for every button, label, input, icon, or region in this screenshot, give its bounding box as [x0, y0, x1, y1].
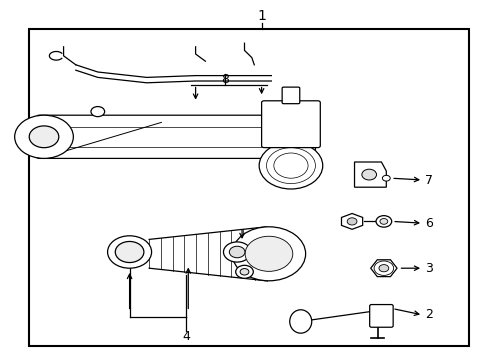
Text: 2: 2: [425, 309, 432, 321]
Circle shape: [382, 175, 389, 181]
Circle shape: [107, 236, 151, 268]
Circle shape: [378, 265, 388, 272]
FancyBboxPatch shape: [282, 87, 299, 104]
Circle shape: [361, 169, 376, 180]
Circle shape: [223, 242, 250, 262]
Circle shape: [259, 142, 322, 189]
Text: 3: 3: [425, 262, 432, 275]
Circle shape: [244, 236, 292, 271]
FancyBboxPatch shape: [261, 101, 320, 148]
Circle shape: [229, 246, 244, 258]
FancyBboxPatch shape: [369, 305, 392, 327]
Text: 8: 8: [221, 73, 228, 86]
Circle shape: [91, 107, 104, 117]
Text: 6: 6: [425, 217, 432, 230]
Polygon shape: [341, 213, 362, 229]
Circle shape: [232, 227, 305, 281]
Circle shape: [346, 218, 356, 225]
Circle shape: [379, 219, 387, 224]
Ellipse shape: [289, 310, 311, 333]
Circle shape: [29, 126, 59, 148]
Text: 7: 7: [425, 174, 432, 186]
Circle shape: [375, 216, 391, 227]
Text: 1: 1: [257, 9, 265, 23]
Text: 5: 5: [260, 251, 267, 264]
Polygon shape: [370, 260, 396, 276]
Circle shape: [235, 265, 253, 278]
FancyBboxPatch shape: [37, 115, 315, 158]
Circle shape: [115, 242, 143, 262]
Circle shape: [240, 269, 248, 275]
Circle shape: [15, 115, 73, 158]
Polygon shape: [354, 162, 386, 187]
Text: 4: 4: [182, 330, 189, 343]
Bar: [29, 29, 468, 346]
